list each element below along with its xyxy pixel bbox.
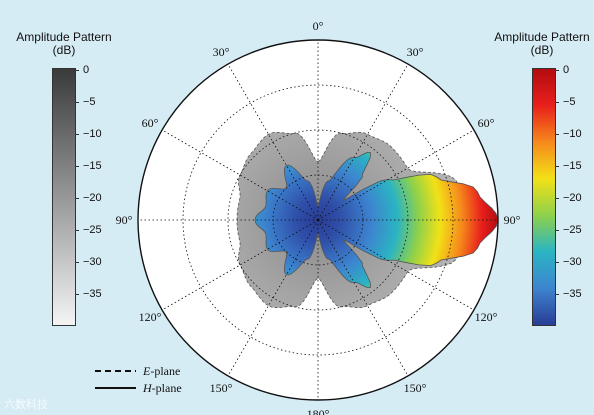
radial-grid-circle	[227, 129, 409, 311]
left-colorbar-tick-mark	[75, 294, 79, 295]
left-colorbar-tick-label: −25	[83, 224, 102, 236]
watermark: 六数科技	[4, 399, 48, 411]
left-colorbar-tick-mark	[75, 198, 79, 199]
right-colorbar-title-line2: (dB)	[530, 43, 554, 57]
right-colorbar-title-line1: Amplitude Pattern	[494, 30, 590, 44]
left-colorbar-title-line2: (dB)	[52, 43, 76, 57]
legend: E-plane H-plane	[95, 364, 182, 395]
angle-label: 90°	[116, 213, 133, 227]
right-colorbar-tick-label: −5	[563, 96, 576, 108]
right-colorbar-tick-label: 0	[563, 64, 570, 76]
angle-label: 90°	[504, 213, 521, 227]
legend-h-plane-label: H-plane	[142, 381, 182, 395]
right-colorbar-tick-mark	[555, 262, 559, 263]
angle-label: 60°	[142, 116, 159, 130]
right-colorbar-title: Amplitude Pattern (dB)	[484, 31, 594, 57]
angle-label: 120°	[475, 310, 498, 324]
angle-label: 180°	[307, 407, 330, 415]
legend-h-suffix: -plane	[152, 381, 182, 395]
radial-grid-circle	[182, 84, 454, 356]
angle-label: 30°	[407, 45, 424, 59]
right-colorbar-tick-mark	[555, 134, 559, 135]
legend-e-suffix: -plane	[150, 364, 180, 378]
left-colorbar-tick-label: −35	[83, 288, 102, 300]
angle-label: 150°	[404, 381, 427, 395]
angle-label: 120°	[139, 310, 162, 324]
right-colorbar-tick-mark	[555, 230, 559, 231]
left-colorbar-tick-label: −20	[83, 192, 102, 204]
right-colorbar-tick-label: −15	[563, 160, 582, 172]
angle-label: 60°	[478, 116, 495, 130]
left-colorbar-tick-mark	[75, 230, 79, 231]
left-colorbar-title: Amplitude Pattern (dB)	[6, 31, 122, 57]
right-colorbar-tick-label: −20	[563, 192, 582, 204]
left-colorbar-title-line1: Amplitude Pattern	[16, 30, 112, 44]
grid-layer	[138, 40, 498, 400]
right-colorbar-tick-mark	[555, 198, 559, 199]
left-colorbar-tick-mark	[75, 134, 79, 135]
right-colorbar-tick-mark	[555, 166, 559, 167]
left-colorbar-tick-label: −15	[83, 160, 102, 172]
left-colorbar	[52, 68, 76, 326]
left-colorbar-tick-label: −30	[83, 256, 102, 268]
angle-label: 150°	[210, 381, 233, 395]
angle-label: 30°	[213, 45, 230, 59]
right-colorbar-tick-mark	[555, 102, 559, 103]
left-colorbar-tick-mark	[75, 102, 79, 103]
right-colorbar	[532, 68, 556, 326]
right-colorbar-tick-label: −25	[563, 224, 582, 236]
right-colorbar-tick-label: −35	[563, 288, 582, 300]
right-colorbar-tick-label: −30	[563, 256, 582, 268]
left-colorbar-tick-mark	[75, 262, 79, 263]
polar-outer-ring	[137, 39, 499, 401]
left-colorbar-tick-label: −10	[83, 128, 102, 140]
right-colorbar-tick-mark	[555, 294, 559, 295]
right-colorbar-tick-label: −10	[563, 128, 582, 140]
angle-label: 0°	[313, 19, 324, 33]
legend-e-plane-label: E-plane	[142, 364, 180, 378]
left-colorbar-tick-label: −5	[83, 96, 96, 108]
left-colorbar-tick-label: 0	[83, 64, 90, 76]
left-colorbar-tick-mark	[75, 70, 79, 71]
right-colorbar-tick-mark	[555, 70, 559, 71]
legend-h-italic: H	[142, 381, 153, 395]
legend-e-italic: E	[142, 364, 151, 378]
angle-labels: 0° 30° 60° 90° 120° 150° 180° 150° 120° 90° 60° 30°	[116, 19, 521, 415]
left-colorbar-tick-mark	[75, 166, 79, 167]
